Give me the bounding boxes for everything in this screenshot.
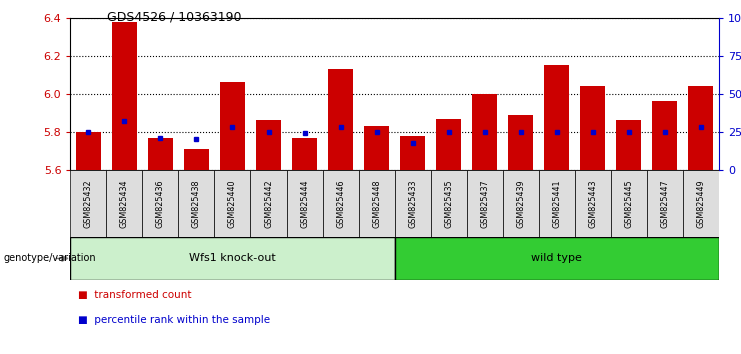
Bar [184,149,209,170]
Text: GSM825448: GSM825448 [372,179,381,228]
Text: GSM825434: GSM825434 [120,179,129,228]
FancyBboxPatch shape [611,170,647,237]
Bar [76,132,101,170]
Text: GSM825449: GSM825449 [697,179,705,228]
Text: GSM825438: GSM825438 [192,179,201,228]
Bar [580,86,605,170]
Text: GSM825439: GSM825439 [516,179,525,228]
FancyBboxPatch shape [322,170,359,237]
Bar [652,101,677,170]
Bar [436,119,461,170]
Bar [70,237,394,280]
FancyBboxPatch shape [359,170,394,237]
FancyBboxPatch shape [214,170,250,237]
Text: GSM825443: GSM825443 [588,179,597,228]
Bar [688,86,714,170]
Bar [364,126,389,170]
FancyBboxPatch shape [394,170,431,237]
FancyBboxPatch shape [539,170,575,237]
Bar [112,22,137,170]
Text: GSM825440: GSM825440 [228,179,237,228]
FancyBboxPatch shape [682,170,719,237]
Bar [394,237,719,280]
Text: GSM825432: GSM825432 [84,179,93,228]
Text: genotype/variation: genotype/variation [4,253,96,263]
Text: GSM825442: GSM825442 [264,179,273,228]
Bar [508,115,534,170]
FancyBboxPatch shape [575,170,611,237]
Text: Wfs1 knock-out: Wfs1 knock-out [189,253,276,263]
Text: GDS4526 / 10363190: GDS4526 / 10363190 [107,11,242,24]
Text: GSM825444: GSM825444 [300,179,309,228]
Text: GSM825447: GSM825447 [660,179,669,228]
Text: GSM825446: GSM825446 [336,179,345,228]
Bar [292,138,317,170]
FancyBboxPatch shape [467,170,502,237]
Text: GSM825435: GSM825435 [444,179,453,228]
Text: GSM825437: GSM825437 [480,179,489,228]
Bar [328,69,353,170]
Text: ■  percentile rank within the sample: ■ percentile rank within the sample [78,315,270,325]
Bar [544,65,569,170]
FancyBboxPatch shape [70,170,107,237]
FancyBboxPatch shape [250,170,287,237]
Bar [220,82,245,170]
Text: GSM825436: GSM825436 [156,179,165,228]
FancyBboxPatch shape [179,170,214,237]
FancyBboxPatch shape [142,170,179,237]
FancyBboxPatch shape [431,170,467,237]
Text: GSM825433: GSM825433 [408,179,417,228]
Bar [616,120,641,170]
FancyBboxPatch shape [647,170,682,237]
Text: ■  transformed count: ■ transformed count [78,290,191,300]
Bar [472,94,497,170]
Bar [148,138,173,170]
FancyBboxPatch shape [107,170,142,237]
Text: GSM825441: GSM825441 [552,179,561,228]
FancyBboxPatch shape [502,170,539,237]
FancyBboxPatch shape [287,170,322,237]
Bar [256,120,281,170]
Text: wild type: wild type [531,253,582,263]
Bar [400,136,425,170]
Text: GSM825445: GSM825445 [624,179,634,228]
